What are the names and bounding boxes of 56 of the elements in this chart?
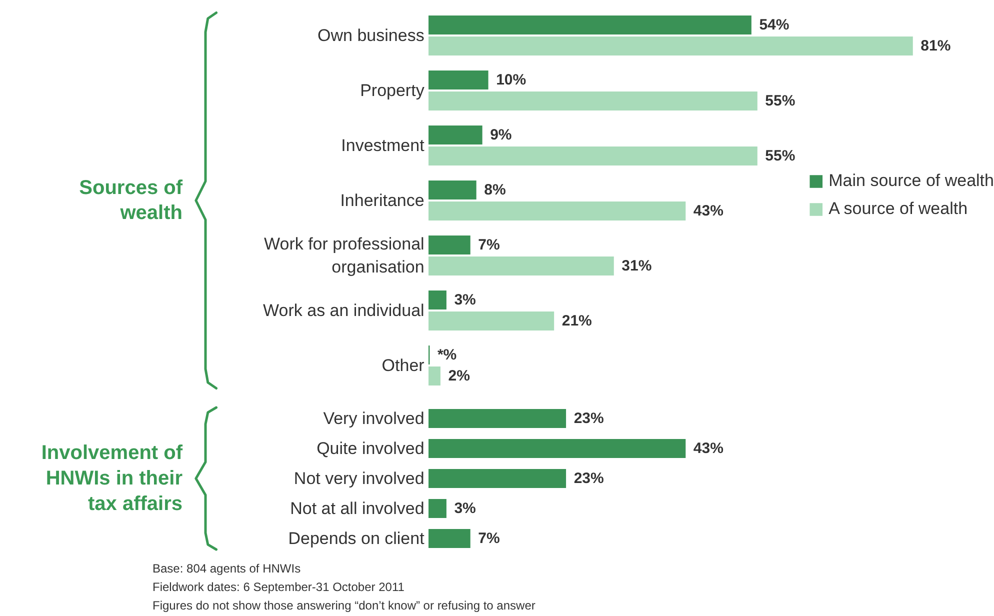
data-label: 31% — [622, 258, 652, 274]
bar — [428, 92, 758, 110]
data-label: *% — [437, 346, 457, 364]
y-tick-label: Not at all involved — [290, 499, 424, 518]
data-label: 43% — [693, 202, 724, 220]
y-tick-label: Work for professional organisation — [264, 234, 424, 276]
y-tick-label: Very involved — [323, 409, 424, 428]
y-tick-label: Quite involved — [316, 439, 424, 458]
bar — [428, 312, 554, 330]
y-tick-label: Work as an individual — [263, 301, 424, 320]
y-tick-label: Own business — [318, 26, 424, 45]
y-tick-label: Investment — [341, 136, 425, 155]
data-label: 7% — [478, 530, 500, 547]
data-label: 3% — [454, 500, 476, 517]
bar — [428, 499, 446, 518]
text: Figures do not show those answering “don’t know” or refusing to answer — [152, 598, 536, 613]
y-tick-label: Inheritance — [340, 191, 424, 210]
text: Base: 804 agents of HNWIs — [152, 562, 301, 576]
text: Fieldwork dates: 6 September-31 October 2011 — [152, 580, 405, 594]
data-label: 81% — [920, 38, 951, 54]
data-label: 2% — [448, 368, 470, 384]
bar — [428, 256, 614, 276]
data-label: 21% — [562, 312, 592, 330]
bar — [428, 180, 476, 200]
bar — [428, 70, 488, 90]
bar — [428, 366, 440, 386]
bar — [428, 290, 446, 310]
legend-label: A source of wealth — [828, 199, 968, 219]
bar — [428, 236, 470, 254]
y-tick-label: Property — [360, 81, 425, 100]
bar — [428, 126, 482, 144]
bar — [428, 439, 686, 458]
data-label: 9% — [490, 126, 512, 144]
data-label: 55% — [765, 148, 796, 164]
bar — [428, 529, 470, 548]
bar — [428, 36, 913, 56]
data-label: 10% — [496, 72, 526, 88]
y-axis-title: Sources of wealth — [79, 176, 183, 224]
data-label: 7% — [478, 236, 500, 254]
data-label: 23% — [574, 410, 604, 427]
bar — [428, 202, 686, 220]
data-label: 55% — [765, 92, 796, 110]
data-label: 23% — [574, 470, 604, 487]
data-label: 43% — [693, 440, 724, 457]
data-label: 8% — [484, 182, 506, 198]
bar — [428, 469, 566, 488]
legend-label: Main source of wealth — [828, 171, 994, 191]
y-tick-label: Other — [382, 356, 425, 375]
data-label: 3% — [454, 292, 476, 308]
y-tick-label: Not very involved — [294, 469, 424, 488]
data-label: 54% — [759, 16, 790, 34]
bar — [428, 146, 758, 166]
y-tick-label: Depends on client — [288, 529, 425, 548]
bar — [428, 16, 752, 34]
y-axis-title: Involvement of HNWIs in their tax affairs — [41, 442, 183, 515]
bar — [428, 409, 566, 428]
